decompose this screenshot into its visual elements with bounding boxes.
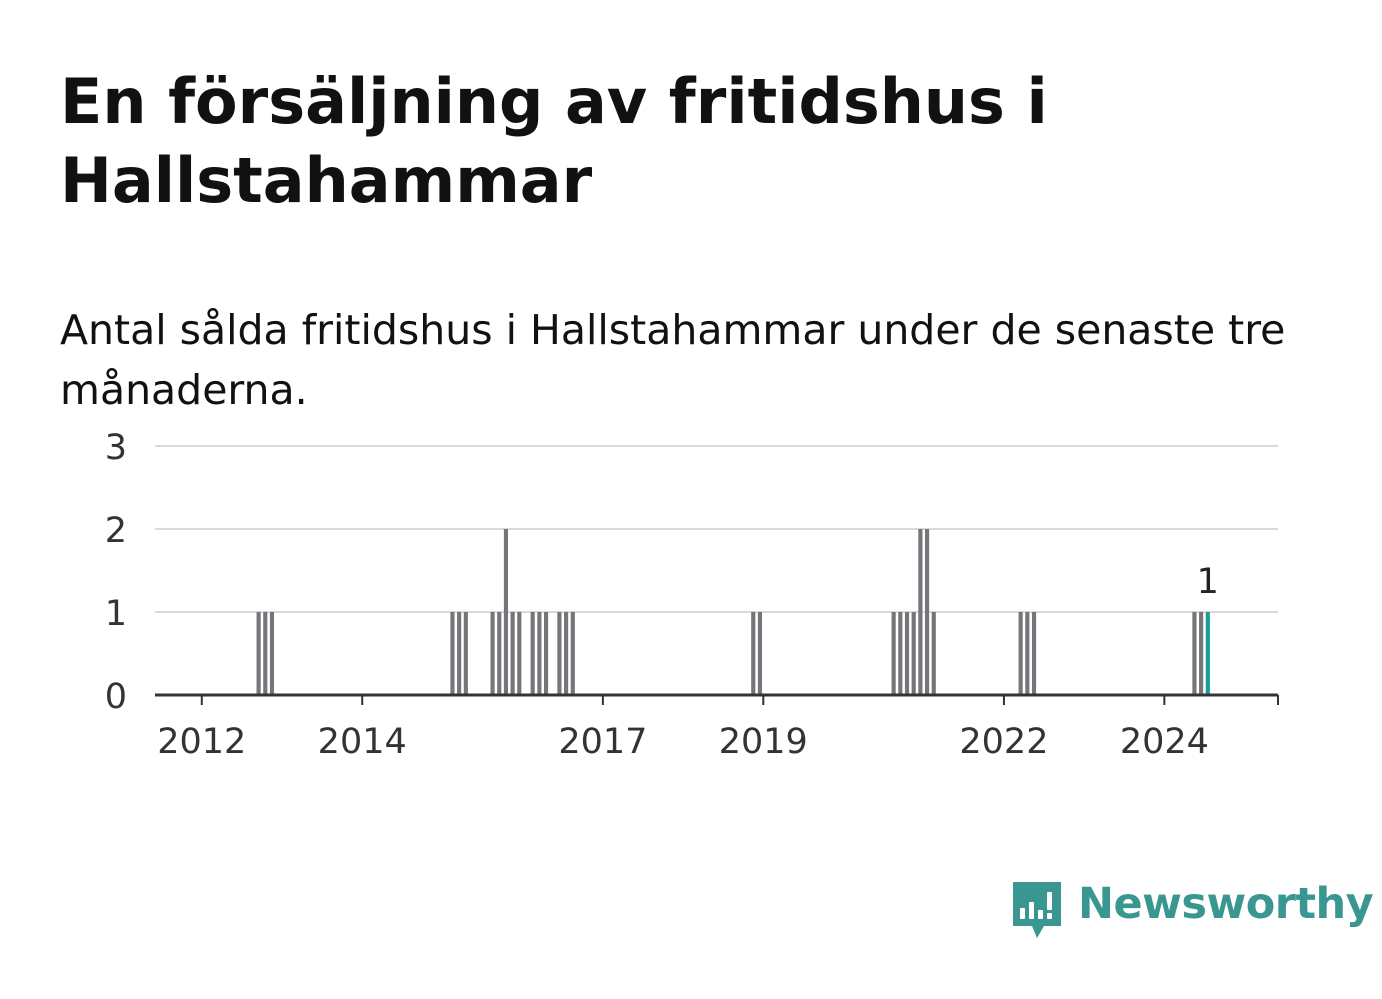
bar — [931, 612, 936, 695]
bar-highlighted — [1205, 612, 1210, 695]
bar — [450, 612, 455, 695]
x-tick-label: 2022 — [959, 722, 1048, 762]
bar — [1192, 612, 1197, 695]
newsworthy-logo: Newsworthy — [1010, 878, 1374, 944]
bar — [1031, 612, 1037, 695]
bar — [918, 529, 923, 695]
x-tick-label: 2017 — [558, 722, 647, 762]
bar — [1018, 612, 1023, 695]
bar — [898, 612, 903, 695]
y-tick-labels: 0 1 2 3 — [105, 428, 127, 717]
y-tick-label: 3 — [105, 428, 127, 468]
bar — [530, 612, 535, 695]
bar — [510, 612, 515, 695]
bar — [911, 612, 916, 695]
x-tick-label: 2024 — [1120, 722, 1209, 762]
y-tick-label: 0 — [105, 677, 127, 717]
bar — [269, 612, 275, 695]
bar — [463, 612, 468, 695]
bar — [904, 612, 910, 695]
x-tick-label: 2014 — [318, 722, 407, 762]
bar — [543, 612, 549, 695]
chart-subtitle: Antal sålda fritidshus i Hallstahammar u… — [60, 306, 1286, 414]
bar — [256, 612, 261, 695]
grid-lines — [155, 445, 1278, 613]
bar — [490, 612, 495, 695]
bar — [497, 612, 502, 695]
bar — [757, 612, 763, 695]
newsworthy-logo-icon — [1013, 882, 1061, 938]
bar — [517, 612, 522, 695]
bar — [263, 612, 268, 695]
x-tick-label: 2012 — [157, 722, 246, 762]
bar — [503, 529, 509, 695]
bar — [537, 612, 542, 695]
y-tick-label: 1 — [105, 594, 127, 634]
newsworthy-logo-text: Newsworthy — [1078, 879, 1374, 929]
data-label: 1 — [1197, 562, 1219, 602]
bar — [564, 612, 569, 695]
bars — [256, 529, 1210, 695]
bar — [751, 612, 756, 695]
x-tick-labels: 2012 2014 2017 2019 2022 2024 — [157, 722, 1209, 762]
page-title: En försäljning av fritidshus i Hallstaha… — [60, 65, 1048, 217]
data-labels: 1 — [1197, 562, 1219, 602]
x-tick-marks — [200, 695, 1279, 705]
bar — [1025, 612, 1030, 695]
bar — [570, 612, 575, 695]
bar — [924, 529, 930, 695]
bar — [891, 612, 896, 695]
bar — [1199, 612, 1204, 695]
x-tick-label: 2019 — [719, 722, 808, 762]
y-tick-label: 2 — [105, 511, 127, 551]
bar — [457, 612, 462, 695]
bar — [557, 612, 562, 695]
